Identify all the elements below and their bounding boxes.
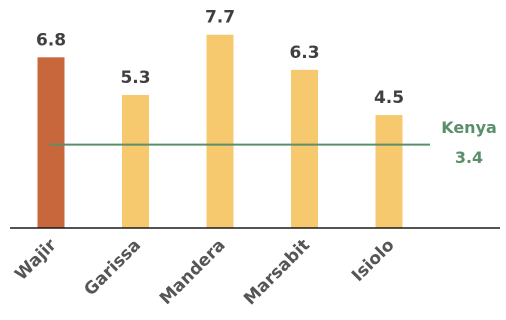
- bar-isiolo: [375, 115, 403, 228]
- x-tick-labels-group: Wajir Garissa Mandera Marsabit Isiolo: [11, 235, 398, 309]
- x-tick-label-garissa: Garissa: [80, 235, 145, 300]
- bar-marsabit: [291, 69, 318, 229]
- reference-line-value: 3.4: [455, 148, 483, 167]
- value-label-garissa: 5.3: [120, 68, 150, 88]
- value-label-mandera: 7.7: [205, 8, 235, 28]
- x-tick-label-mandera: Mandera: [156, 235, 230, 309]
- value-label-wajir: 6.8: [36, 30, 66, 50]
- x-tick-label-isiolo: Isiolo: [348, 235, 399, 286]
- bar-garissa: [122, 94, 149, 228]
- x-tick-label-wajir: Wajir: [11, 235, 61, 285]
- value-label-marsabit: 6.3: [289, 43, 319, 63]
- value-label-isiolo: 4.5: [374, 88, 404, 108]
- x-tick-label-marsabit: Marsabit: [240, 235, 314, 309]
- reference-line-label: Kenya: [441, 118, 497, 137]
- bar-mandera: [206, 34, 234, 229]
- value-labels-group: 6.8 5.3 7.7 6.3 4.5: [36, 8, 404, 108]
- bar-wajir: [37, 57, 65, 228]
- bars-group: [37, 34, 403, 229]
